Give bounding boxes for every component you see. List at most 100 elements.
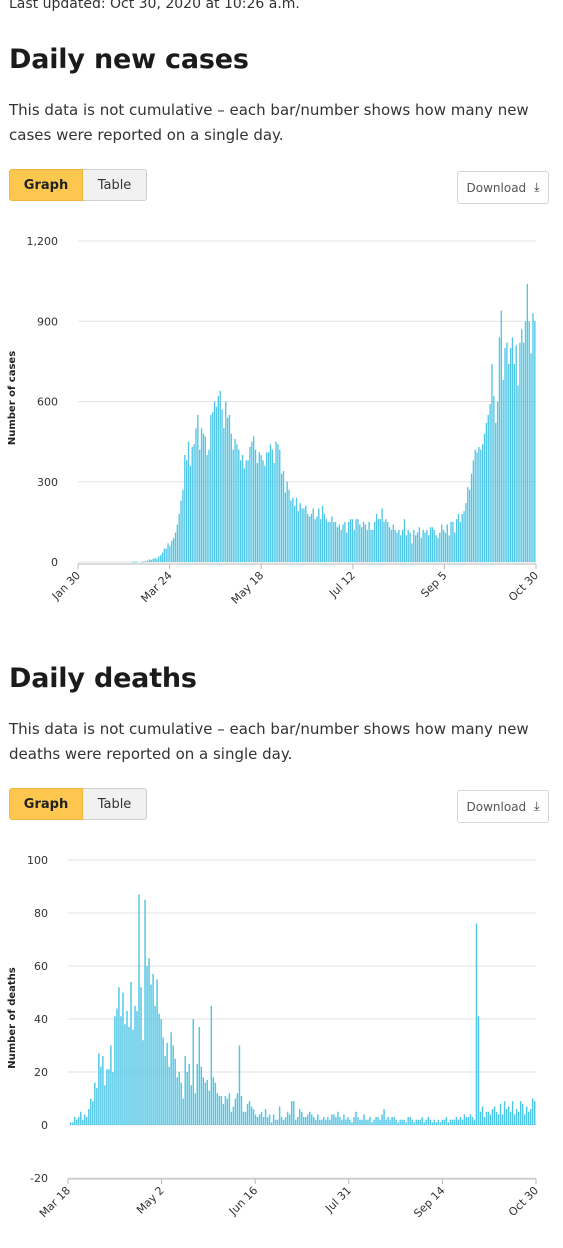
bar [351, 1122, 353, 1125]
deaths-graph-button[interactable]: Graph [9, 788, 83, 820]
bar [299, 503, 301, 562]
bar [292, 497, 294, 562]
cases-heading: Daily new cases [9, 44, 249, 75]
bar [252, 1109, 255, 1125]
bar [353, 1117, 355, 1125]
bar [387, 1117, 389, 1125]
bar [300, 1111, 303, 1125]
bar [521, 329, 523, 562]
bar [327, 521, 329, 562]
deaths-table-button[interactable]: Table [83, 788, 147, 820]
bar [375, 1117, 377, 1125]
bar [403, 519, 406, 562]
bar [502, 380, 504, 562]
bar [90, 1098, 92, 1125]
bar [213, 401, 216, 562]
bar [254, 449, 257, 562]
bar [511, 1101, 514, 1125]
bar [246, 1103, 249, 1125]
bar [221, 409, 223, 562]
bar [371, 1122, 373, 1125]
bar [417, 1119, 419, 1125]
cases-download-button[interactable]: Download ⤓ [457, 171, 549, 204]
bar [96, 1087, 98, 1125]
bar [491, 364, 493, 562]
bar [315, 1119, 317, 1125]
bar [236, 444, 238, 562]
bar [489, 404, 491, 562]
bar [435, 535, 437, 562]
bar [318, 508, 320, 562]
bar [126, 1011, 128, 1125]
bar [262, 1117, 265, 1125]
bar [363, 1114, 365, 1125]
y-tick-label: 20 [34, 1066, 48, 1079]
bar [178, 1072, 180, 1125]
bar [143, 561, 145, 563]
bar [144, 899, 146, 1125]
bar [140, 987, 142, 1125]
deaths-download-button[interactable]: Download ⤓ [457, 790, 549, 823]
bar [131, 561, 134, 563]
bar [320, 519, 322, 562]
bar [204, 1082, 207, 1125]
bar [418, 527, 421, 562]
bar [493, 1106, 496, 1125]
x-tick-label: Jul 31 [322, 1184, 354, 1216]
bar [329, 521, 331, 562]
bar [298, 1109, 301, 1125]
deaths-bar-chart: -20 0 20 40 60 80 100 Number of deaths Mar 18 May… [7, 854, 541, 1220]
bar [419, 1119, 421, 1125]
bar [452, 521, 454, 562]
bar [429, 527, 432, 562]
download-icon: ⤓ [534, 799, 540, 813]
bar [409, 532, 411, 562]
bar [198, 1026, 201, 1125]
bar [504, 348, 506, 562]
bar [503, 1101, 506, 1125]
bar [128, 1026, 130, 1125]
cases-view-toggle: Graph Table [9, 169, 147, 201]
bar [236, 1093, 239, 1125]
bar [483, 433, 486, 562]
bar [437, 537, 439, 562]
cases-description: This data is not cumulative – each bar/n… [9, 101, 529, 144]
bar [509, 348, 512, 562]
bar [254, 1114, 257, 1125]
bar [401, 529, 404, 562]
bar [293, 505, 296, 562]
bar [455, 519, 458, 562]
bar [174, 532, 177, 562]
cases-table-button[interactable]: Table [83, 169, 147, 201]
bar [159, 555, 162, 562]
cases-graph-button[interactable]: Graph [9, 169, 83, 201]
y-tick-label: 60 [34, 960, 48, 973]
bar [266, 452, 268, 562]
bar [375, 513, 378, 562]
bar [172, 537, 175, 562]
bar [355, 1111, 357, 1125]
bar [279, 449, 281, 562]
bar [351, 519, 354, 562]
bar [240, 1095, 243, 1125]
y-tick-label: 80 [34, 907, 48, 920]
bar [249, 446, 251, 562]
bar [493, 396, 495, 562]
bar [307, 513, 309, 562]
bar [232, 449, 234, 562]
bar [133, 561, 136, 563]
bar [148, 958, 150, 1125]
bar [445, 1117, 448, 1125]
bar [457, 1119, 460, 1125]
bar [247, 460, 249, 562]
bar [199, 449, 201, 562]
bar [421, 1117, 423, 1125]
bar [495, 422, 497, 562]
bar [357, 519, 359, 562]
bar [74, 1117, 76, 1125]
bar [435, 1122, 438, 1125]
bar [188, 1064, 190, 1125]
bar [313, 1117, 315, 1125]
deaths-heading: Daily deaths [9, 663, 197, 694]
bar [423, 1122, 425, 1125]
